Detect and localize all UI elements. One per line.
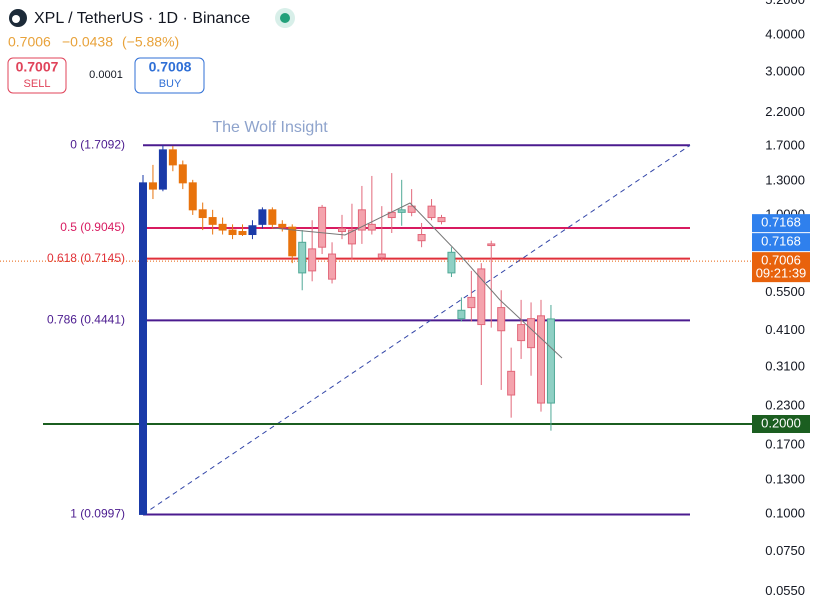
candle-body <box>178 164 187 184</box>
candle-body <box>328 253 337 280</box>
y-tick-label: 0.1000 <box>765 505 805 520</box>
y-tick-label: 0.0550 <box>765 583 805 598</box>
candle-body <box>188 182 197 211</box>
candle-body <box>218 223 227 231</box>
candle-body <box>397 209 406 213</box>
candle-body <box>298 241 307 274</box>
candle-body <box>517 324 526 342</box>
y-tick-label: 3.0000 <box>765 64 805 79</box>
candle-body <box>318 206 327 248</box>
y-tick-label: 1.7000 <box>765 137 805 152</box>
y-tick-label: 1.3000 <box>765 172 805 187</box>
candle-body <box>208 217 217 225</box>
y-tick-label: 0.0750 <box>765 543 805 558</box>
marker-tag <box>752 233 810 252</box>
marker-label: 0.7168 <box>761 215 801 230</box>
support-label: 0.2000 <box>761 415 801 430</box>
y-tick-label: 0.2300 <box>765 397 805 412</box>
last-price-label: 0.7006 <box>761 253 801 268</box>
candle-body <box>407 205 416 213</box>
candle-body <box>168 149 177 166</box>
title: XPL / TetherUS · 1D · Binance <box>34 10 250 27</box>
candle-body <box>507 370 516 396</box>
candle-body <box>377 253 386 259</box>
sell-price: 0.7007 <box>16 59 59 75</box>
marker-tag <box>752 214 810 233</box>
plot: 0 (1.7092) 0.5 (0.9045) 0.618 (0.7145) 0.78… <box>0 137 752 521</box>
fib-diagonal <box>142 144 691 515</box>
price: 0.7006 <box>8 34 51 50</box>
candle-body <box>497 307 506 332</box>
change-pct: (−5.88%) <box>122 34 179 50</box>
countdown: 09:21:39 <box>756 266 807 281</box>
watermark: The Wolf Insight <box>212 119 328 136</box>
candle-body <box>437 217 446 223</box>
candle-body <box>158 149 167 190</box>
y-tick-label: 4.0000 <box>765 26 805 41</box>
candle-body <box>417 234 426 242</box>
spread: 0.0001 <box>89 69 123 81</box>
fib-label: 0.618 (0.7145) <box>47 251 125 265</box>
y-tick-label: 0.5500 <box>765 284 805 299</box>
candle-body <box>268 209 277 225</box>
y-tick-label: 0.1700 <box>765 437 805 452</box>
candle-body <box>238 231 247 236</box>
candle-body <box>228 229 237 236</box>
marker-label: 0.7168 <box>761 234 801 249</box>
candle-body <box>527 318 536 349</box>
support-tag <box>752 415 810 434</box>
candle-body <box>457 309 466 320</box>
candle-body <box>367 223 376 231</box>
candle-body <box>357 209 366 231</box>
candle-body <box>278 223 287 228</box>
y-tick-label: 0.3100 <box>765 359 805 374</box>
sell-button[interactable] <box>7 57 67 94</box>
fib-label: 0 (1.7092) <box>70 137 125 151</box>
last-price-tag <box>752 252 810 283</box>
status-dot <box>280 13 290 23</box>
buy-label: BUY <box>159 78 182 90</box>
candle-body <box>487 243 496 247</box>
candle-body <box>347 229 356 245</box>
candle-body <box>447 251 456 274</box>
candle-body <box>338 228 346 233</box>
trend-sketch <box>272 202 563 359</box>
candle-body <box>148 182 157 190</box>
candle-body <box>248 225 257 236</box>
y-tick-label: 0.4100 <box>765 322 805 337</box>
candle-body <box>258 209 267 225</box>
fib-label: 1 (0.0997) <box>70 507 125 521</box>
candle-body <box>427 205 436 219</box>
candle-body <box>467 296 476 309</box>
fib-label: 0.5 (0.9045) <box>60 220 125 234</box>
logo-mark <box>12 15 20 23</box>
candle-body <box>537 315 545 404</box>
fib-label: 0.786 (0.4441) <box>47 313 125 327</box>
change: −0.0438 <box>62 34 113 50</box>
candle-body <box>546 318 555 404</box>
candle-body <box>308 248 317 272</box>
sell-label: SELL <box>24 78 51 90</box>
candle-body <box>139 182 147 515</box>
buy-price: 0.7008 <box>149 59 192 75</box>
candle-body <box>477 268 486 326</box>
candle-body <box>288 226 297 257</box>
price-axis: 5.20004.00003.00002.20001.70001.30001.00… <box>752 0 810 598</box>
y-tick-label: 2.2000 <box>765 104 805 119</box>
buy-button[interactable] <box>134 57 205 94</box>
y-tick-label: 0.1300 <box>765 471 805 486</box>
y-tick-label: 5.2000 <box>765 0 805 7</box>
candle-body <box>198 209 207 219</box>
